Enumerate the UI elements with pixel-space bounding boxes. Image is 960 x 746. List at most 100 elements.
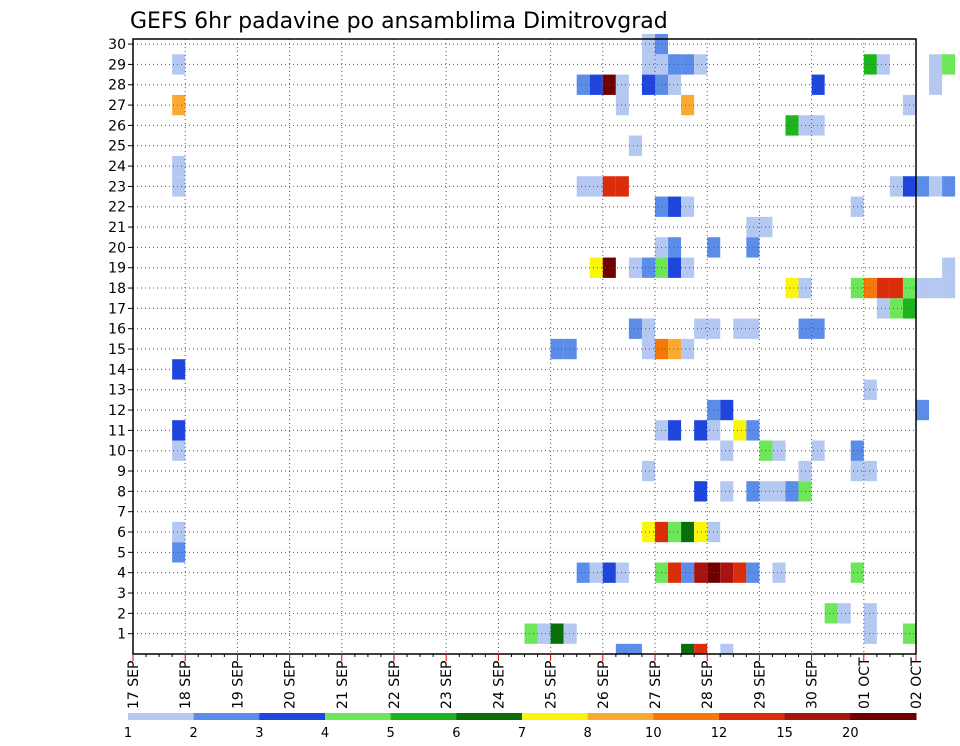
precip-cell xyxy=(694,521,708,543)
y-tick-label: 6 xyxy=(117,525,126,541)
precip-cell xyxy=(668,74,682,95)
precip-cell xyxy=(628,318,642,339)
precip-cell xyxy=(172,176,186,197)
precip-cell xyxy=(942,176,956,197)
legend-swatch xyxy=(719,713,786,720)
precip-cell xyxy=(641,54,655,75)
precip-cell xyxy=(772,562,786,583)
y-tick-label: 12 xyxy=(108,403,126,419)
precip-cell xyxy=(733,562,747,583)
x-tick-label: 17 SEP xyxy=(126,661,142,709)
precip-cell xyxy=(863,460,877,482)
precip-cell xyxy=(615,74,629,95)
precip-cell xyxy=(916,399,930,421)
legend-swatch xyxy=(522,713,589,720)
x-tick-label: 01 OCT xyxy=(857,657,873,709)
precip-cell xyxy=(811,440,825,461)
precip-cell xyxy=(641,460,655,482)
precip-cell xyxy=(863,603,877,624)
precip-cell xyxy=(668,338,682,360)
x-tick-label: 18 SEP xyxy=(178,661,194,709)
precip-cell xyxy=(916,277,930,299)
precip-cell xyxy=(172,54,186,75)
precip-cell xyxy=(681,54,695,75)
y-tick-label: 18 xyxy=(108,281,126,297)
precip-cell xyxy=(824,603,838,624)
x-tick-label: 21 SEP xyxy=(335,661,351,709)
y-tick-label: 9 xyxy=(117,464,126,480)
precip-cell xyxy=(537,623,551,644)
precip-cell xyxy=(720,562,734,583)
legend-label: 15 xyxy=(776,726,793,741)
y-tick-label: 24 xyxy=(108,159,126,175)
precip-cell xyxy=(172,420,186,441)
legend-swatch xyxy=(456,713,523,720)
precip-cell xyxy=(837,603,851,624)
y-tick-label: 19 xyxy=(108,261,126,277)
precip-cell xyxy=(746,318,760,339)
x-tick-label: 27 SEP xyxy=(648,661,664,709)
precip-cell xyxy=(668,237,682,258)
precip-cell xyxy=(916,176,930,197)
precip-cell xyxy=(733,420,747,441)
precip-cell xyxy=(694,54,708,75)
precip-cell xyxy=(694,643,708,654)
precip-cell xyxy=(811,318,825,339)
precip-cell xyxy=(889,176,903,197)
y-tick-label: 29 xyxy=(108,57,126,73)
precip-cell xyxy=(694,481,708,502)
legend-swatch xyxy=(193,713,260,720)
precip-cell xyxy=(576,176,590,197)
precip-cell xyxy=(720,440,734,461)
precip-cell xyxy=(668,257,682,278)
y-tick-label: 10 xyxy=(108,444,126,460)
precip-cell xyxy=(746,420,760,441)
y-tick-label: 4 xyxy=(117,566,126,582)
y-tick-label: 20 xyxy=(108,240,126,256)
legend-layer: 1 2 3 4 5 6 7 8 10 12 15 20 xyxy=(124,713,917,741)
precip-cell xyxy=(785,481,799,502)
legend-swatch xyxy=(587,713,654,720)
precip-cell xyxy=(641,521,655,543)
precip-cell xyxy=(668,420,682,441)
legend-swatch xyxy=(390,713,457,720)
x-tick-label: 22 SEP xyxy=(387,661,403,709)
legend-label: 2 xyxy=(190,726,198,741)
precip-cell xyxy=(785,115,799,136)
precip-cell xyxy=(720,643,734,654)
y-tick-label: 23 xyxy=(108,179,126,195)
precip-cell xyxy=(694,318,708,339)
y-tick-label: 26 xyxy=(108,118,126,134)
precip-cell xyxy=(863,379,877,400)
precip-cell xyxy=(942,277,956,299)
legend-label: 5 xyxy=(387,726,395,741)
precip-cell xyxy=(811,115,825,136)
legend-label: 7 xyxy=(518,726,526,741)
x-tick-label: 20 SEP xyxy=(283,661,299,709)
precip-cell xyxy=(641,257,655,278)
precip-cell xyxy=(929,277,943,299)
precip-cell xyxy=(524,623,538,644)
precip-cell xyxy=(876,277,890,299)
precip-cell xyxy=(785,277,799,299)
grid-layer xyxy=(133,39,916,654)
y-tick-label: 11 xyxy=(108,423,126,439)
precip-cell xyxy=(929,54,943,75)
precip-cell xyxy=(876,298,890,319)
precip-cell xyxy=(889,277,903,299)
x-tick-label: 24 SEP xyxy=(491,661,507,709)
precip-cell xyxy=(628,643,642,654)
precip-cell xyxy=(720,481,734,502)
precip-cell xyxy=(589,562,603,583)
chart-title: GEFS 6hr padavine po ansamblima Dimitrov… xyxy=(130,9,668,34)
cells-layer xyxy=(172,33,956,654)
precip-cell xyxy=(589,257,603,278)
y-tick-label: 5 xyxy=(117,545,126,561)
precip-cell xyxy=(172,440,186,461)
precip-cell xyxy=(668,196,682,217)
legend-label: 12 xyxy=(711,726,728,741)
legend-swatch xyxy=(653,713,720,720)
legend-label: 1 xyxy=(124,726,132,741)
precip-cell xyxy=(172,94,186,116)
precip-cell xyxy=(681,521,695,543)
